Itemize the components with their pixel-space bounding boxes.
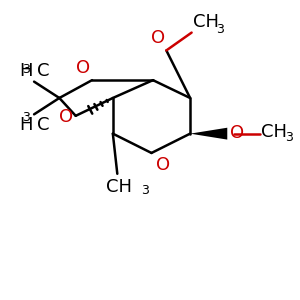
- Text: 3: 3: [285, 131, 292, 144]
- Text: H: H: [19, 62, 33, 80]
- Text: CH: CH: [106, 178, 132, 196]
- Text: C: C: [37, 62, 50, 80]
- Text: 3: 3: [22, 111, 30, 124]
- Text: CH: CH: [193, 13, 219, 31]
- Text: CH: CH: [262, 123, 287, 141]
- Text: H: H: [19, 116, 33, 134]
- Text: O: O: [151, 29, 165, 47]
- Text: 3: 3: [22, 63, 30, 76]
- Polygon shape: [190, 128, 227, 140]
- Text: O: O: [59, 108, 73, 126]
- Text: 3: 3: [216, 22, 224, 36]
- Text: C: C: [37, 116, 50, 134]
- Text: 3: 3: [141, 184, 149, 197]
- Text: O: O: [230, 124, 244, 142]
- Text: O: O: [76, 59, 90, 77]
- Text: O: O: [156, 156, 170, 174]
